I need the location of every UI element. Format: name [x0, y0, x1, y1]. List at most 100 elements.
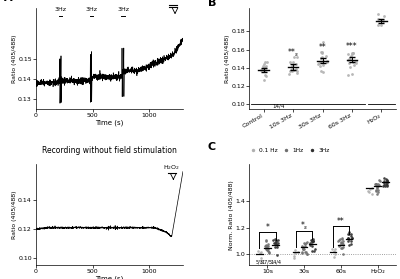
Point — [316, 61, 322, 66]
Point — [340, 252, 346, 256]
Point — [302, 249, 308, 254]
Point — [263, 244, 270, 248]
Point — [255, 248, 261, 253]
Y-axis label: Ratio (405/488): Ratio (405/488) — [12, 34, 17, 83]
Point — [384, 184, 390, 189]
Point — [349, 60, 356, 64]
Point — [367, 187, 373, 191]
Point — [344, 232, 351, 236]
Point — [290, 60, 297, 64]
Point — [263, 244, 270, 248]
Point — [291, 68, 297, 72]
Point — [344, 239, 351, 243]
Point — [318, 56, 324, 60]
Point — [337, 237, 344, 242]
Point — [258, 250, 264, 255]
Point — [261, 78, 267, 82]
Point — [258, 68, 264, 73]
Point — [378, 17, 384, 22]
Text: 5/3: 5/3 — [256, 259, 263, 264]
Point — [346, 230, 352, 234]
Point — [352, 59, 359, 63]
Point — [373, 182, 379, 186]
Text: H$_2$O$_2$: H$_2$O$_2$ — [164, 0, 181, 3]
Point — [373, 181, 379, 186]
Point — [289, 68, 295, 73]
Point — [274, 245, 280, 250]
Point — [265, 244, 271, 249]
Point — [339, 237, 346, 241]
Point — [260, 66, 266, 71]
Point — [320, 59, 326, 63]
Point — [376, 183, 382, 187]
Point — [319, 55, 326, 59]
Point — [345, 235, 351, 240]
Point — [294, 68, 300, 73]
Point — [339, 235, 345, 240]
Point — [273, 239, 279, 243]
Point — [308, 238, 314, 243]
Point — [264, 248, 271, 252]
Point — [310, 239, 317, 243]
Point — [286, 60, 293, 64]
Point — [295, 250, 302, 254]
Point — [375, 12, 382, 16]
Point — [329, 247, 335, 251]
Point — [272, 237, 278, 242]
Point — [274, 241, 281, 246]
Point — [348, 54, 354, 58]
Text: **: ** — [337, 217, 345, 226]
Point — [270, 238, 276, 242]
Point — [262, 243, 269, 247]
Legend: 0.1 Hz, 1Hz, 3Hz: 0.1 Hz, 1Hz, 3Hz — [245, 145, 332, 155]
Point — [376, 179, 383, 183]
Point — [273, 241, 279, 246]
Point — [273, 243, 280, 247]
Point — [375, 188, 381, 192]
Text: ***: *** — [346, 42, 358, 50]
Point — [376, 178, 382, 183]
Point — [369, 186, 375, 191]
Point — [292, 251, 298, 256]
Point — [303, 240, 310, 244]
Point — [374, 184, 380, 188]
Point — [372, 188, 379, 193]
Point — [339, 240, 346, 245]
Point — [351, 63, 357, 68]
Point — [332, 252, 338, 256]
Point — [383, 177, 389, 181]
Point — [291, 256, 298, 260]
Point — [384, 182, 390, 187]
Point — [374, 182, 381, 186]
Point — [319, 50, 326, 55]
Point — [299, 251, 305, 255]
Point — [348, 239, 354, 243]
Point — [348, 232, 354, 236]
Point — [381, 175, 388, 180]
Text: B: B — [208, 0, 216, 8]
Point — [366, 189, 372, 194]
Y-axis label: Norm. Ratio (405/488): Norm. Ratio (405/488) — [229, 180, 234, 250]
Point — [350, 50, 356, 55]
Text: 14/4: 14/4 — [272, 103, 285, 108]
Point — [382, 184, 388, 189]
Point — [293, 67, 299, 71]
Point — [352, 61, 359, 65]
Point — [336, 238, 342, 242]
Point — [384, 181, 390, 185]
Point — [364, 189, 371, 194]
Point — [264, 59, 271, 64]
Point — [286, 72, 292, 76]
Point — [374, 184, 381, 188]
Point — [303, 252, 310, 256]
Point — [345, 73, 351, 77]
Text: C: C — [208, 142, 216, 152]
Point — [312, 247, 318, 251]
Point — [381, 183, 388, 187]
Point — [302, 244, 308, 248]
Point — [344, 235, 351, 240]
Point — [262, 65, 268, 69]
Point — [310, 249, 317, 253]
Point — [274, 253, 281, 258]
Point — [308, 244, 315, 249]
